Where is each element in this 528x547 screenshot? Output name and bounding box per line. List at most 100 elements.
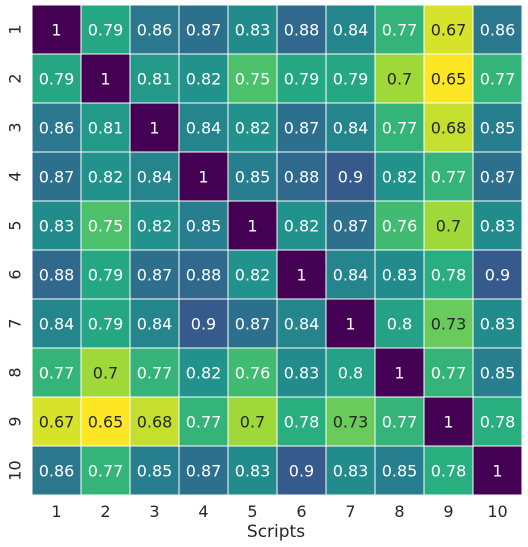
heatmap-cell-r5-c7 bbox=[325, 200, 376, 251]
heatmap-value-label-r10-c7: 0.83 bbox=[333, 462, 369, 481]
heatmap-value-label-r4-c2: 0.82 bbox=[88, 168, 124, 187]
x-axis-title: Scripts bbox=[247, 522, 305, 542]
heatmap-value-label-r9-c10: 0.78 bbox=[480, 413, 516, 432]
heatmap-value-label-r10-c4: 0.87 bbox=[186, 462, 222, 481]
heatmap-value-label-r7-c10: 0.83 bbox=[480, 315, 516, 334]
heatmap-cell-r7-c1 bbox=[31, 298, 82, 349]
heatmap-cell-r3-c2 bbox=[80, 102, 131, 153]
heatmap-value-label-r8-c1: 0.77 bbox=[39, 364, 75, 383]
heatmap-value-label-r3-c10: 0.85 bbox=[480, 119, 516, 138]
heatmap-cell-r10-c7 bbox=[325, 445, 376, 496]
heatmap-value-label-r3-c6: 0.87 bbox=[284, 119, 320, 138]
heatmap-cell-r8-c3 bbox=[129, 347, 180, 398]
y-tick-label-9: 9 bbox=[6, 416, 25, 426]
heatmap-cell-r9-c1 bbox=[31, 396, 82, 447]
heatmap-value-label-r5-c2: 0.75 bbox=[88, 217, 124, 236]
y-tick-label-1: 1 bbox=[6, 24, 25, 34]
x-tick-label-5: 5 bbox=[247, 502, 257, 521]
heatmap-value-label-r6-c2: 0.79 bbox=[88, 266, 124, 285]
heatmap-cell-r8-c4 bbox=[178, 347, 229, 398]
heatmap-value-label-r1-c1: 1 bbox=[51, 21, 61, 40]
x-tick-label-4: 4 bbox=[198, 502, 208, 521]
heatmap-value-label-r1-c8: 0.77 bbox=[382, 21, 418, 40]
heatmap-value-label-r7-c4: 0.9 bbox=[191, 315, 216, 334]
heatmap-cell-r3-c9 bbox=[423, 102, 474, 153]
heatmap-cell-r1-c3 bbox=[129, 4, 180, 55]
heatmap-value-label-r3-c9: 0.68 bbox=[431, 119, 467, 138]
x-tick-label-10: 10 bbox=[487, 502, 507, 521]
heatmap-value-label-r8-c6: 0.83 bbox=[284, 364, 320, 383]
heatmap-value-label-r6-c10: 0.9 bbox=[485, 266, 510, 285]
heatmap-cell-r4-c10 bbox=[472, 151, 523, 202]
heatmap-cell-r4-c7 bbox=[325, 151, 376, 202]
heatmap-cell-r10-c2 bbox=[80, 445, 131, 496]
heatmap-value-label-r3-c1: 0.86 bbox=[39, 119, 75, 138]
heatmap-value-label-r3-c7: 0.84 bbox=[333, 119, 369, 138]
heatmap-value-label-r1-c5: 0.83 bbox=[235, 21, 271, 40]
heatmap-value-label-r1-c4: 0.87 bbox=[186, 21, 222, 40]
heatmap-value-label-r7-c2: 0.79 bbox=[88, 315, 124, 334]
heatmap-value-label-r10-c5: 0.83 bbox=[235, 462, 271, 481]
y-tick-label-6: 6 bbox=[6, 269, 25, 279]
heatmap-value-label-r7-c5: 0.87 bbox=[235, 315, 271, 334]
heatmap-value-label-r6-c4: 0.88 bbox=[186, 266, 222, 285]
heatmap-value-label-r9-c1: 0.67 bbox=[39, 413, 75, 432]
heatmap-cell-r6-c9 bbox=[423, 249, 474, 300]
heatmap-value-label-r9-c9: 1 bbox=[443, 413, 453, 432]
heatmap-cell-r8-c8 bbox=[374, 347, 425, 398]
heatmap-cell-r9-c2 bbox=[80, 396, 131, 447]
heatmap-cell-r7-c10 bbox=[472, 298, 523, 349]
heatmap-cell-r1-c6 bbox=[276, 4, 327, 55]
heatmap-cell-r10-c9 bbox=[423, 445, 474, 496]
heatmap-value-label-r5-c8: 0.76 bbox=[382, 217, 418, 236]
heatmap-value-label-r9-c8: 0.77 bbox=[382, 413, 418, 432]
heatmap-cell-r3-c1 bbox=[31, 102, 82, 153]
heatmap-cell-r6-c3 bbox=[129, 249, 180, 300]
heatmap-value-label-r8-c7: 0.8 bbox=[338, 364, 363, 383]
heatmap-value-label-r10-c1: 0.86 bbox=[39, 462, 75, 481]
heatmap-value-label-r9-c2: 0.65 bbox=[88, 413, 124, 432]
heatmap-cell-r5-c8 bbox=[374, 200, 425, 251]
heatmap-cell-r1-c2 bbox=[80, 4, 131, 55]
heatmap-cell-r9-c9 bbox=[423, 396, 474, 447]
heatmap-cell-r3-c7 bbox=[325, 102, 376, 153]
heatmap-value-label-r10-c10: 1 bbox=[492, 462, 502, 481]
heatmap-value-label-r9-c4: 0.77 bbox=[186, 413, 222, 432]
heatmap-value-label-r4-c6: 0.88 bbox=[284, 168, 320, 187]
heatmap-cell-r10-c4 bbox=[178, 445, 229, 496]
heatmap-value-label-r8-c4: 0.82 bbox=[186, 364, 222, 383]
heatmap-value-label-r6-c8: 0.83 bbox=[382, 266, 418, 285]
heatmap-value-label-r5-c4: 0.85 bbox=[186, 217, 222, 236]
heatmap-cell-r4-c9 bbox=[423, 151, 474, 202]
heatmap-value-label-r10-c2: 0.77 bbox=[88, 462, 124, 481]
heatmap-value-label-r7-c8: 0.8 bbox=[387, 315, 412, 334]
y-tick-label-10: 10 bbox=[6, 460, 25, 480]
heatmap-cell-r3-c8 bbox=[374, 102, 425, 153]
heatmap-value-label-r10-c6: 0.9 bbox=[289, 462, 314, 481]
heatmap-cell-r10-c6 bbox=[276, 445, 327, 496]
heatmap-value-label-r5-c10: 0.83 bbox=[480, 217, 516, 236]
heatmap-value-label-r4-c9: 0.77 bbox=[431, 168, 467, 187]
heatmap-value-label-r5-c3: 0.82 bbox=[137, 217, 173, 236]
heatmap-value-label-r4-c3: 0.84 bbox=[137, 168, 173, 187]
heatmap-cell-r6-c1 bbox=[31, 249, 82, 300]
heatmap-cell-r8-c9 bbox=[423, 347, 474, 398]
x-tick-label-8: 8 bbox=[394, 502, 404, 521]
y-tick-label-5: 5 bbox=[6, 220, 25, 230]
heatmap-cell-r2-c4 bbox=[178, 53, 229, 104]
heatmap-value-label-r1-c2: 0.79 bbox=[88, 21, 124, 40]
heatmap-cell-r3-c10 bbox=[472, 102, 523, 153]
heatmap-value-label-r4-c10: 0.87 bbox=[480, 168, 516, 187]
heatmap-value-label-r4-c1: 0.87 bbox=[39, 168, 75, 187]
heatmap-cell-r4-c6 bbox=[276, 151, 327, 202]
heatmap-value-label-r10-c8: 0.85 bbox=[382, 462, 418, 481]
heatmap-value-label-r3-c4: 0.84 bbox=[186, 119, 222, 138]
heatmap-value-label-r8-c10: 0.85 bbox=[480, 364, 516, 383]
x-tick-label-1: 1 bbox=[51, 502, 61, 521]
heatmap-value-label-r5-c7: 0.87 bbox=[333, 217, 369, 236]
heatmap-cell-r6-c6 bbox=[276, 249, 327, 300]
heatmap-value-label-r9-c6: 0.78 bbox=[284, 413, 320, 432]
heatmap-cell-r5-c10 bbox=[472, 200, 523, 251]
heatmap-value-label-r1-c10: 0.86 bbox=[480, 21, 516, 40]
